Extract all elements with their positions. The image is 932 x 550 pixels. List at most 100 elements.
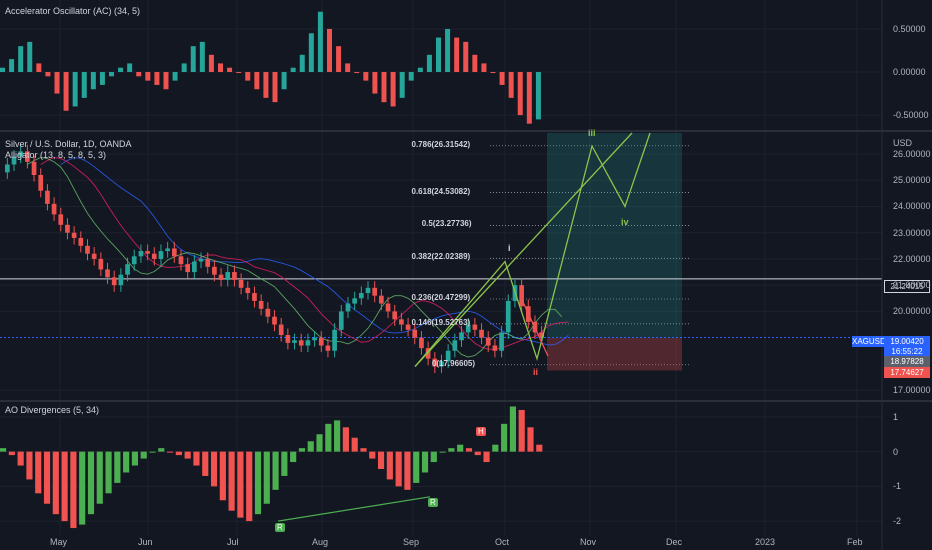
ac-bar-19: [172, 72, 178, 81]
ac-bar-24: [218, 63, 223, 73]
ac-bar-34: [308, 33, 314, 73]
ao-bar-54: [474, 451, 481, 456]
ao-bar-29: [254, 451, 262, 515]
loss-zone: [547, 337, 682, 371]
ac-bar-6: [54, 72, 60, 94]
ao-bar-37: [325, 423, 332, 452]
candle-body-38: [258, 300, 264, 309]
ac-bar-52: [472, 54, 478, 73]
wave-label-ii: ii: [533, 366, 539, 377]
ao-bar-12: [105, 451, 112, 494]
candle-body-22: [151, 253, 157, 259]
ao-bar-15: [131, 451, 139, 466]
ac-bar-10: [90, 72, 96, 90]
correction-line: [519, 295, 549, 357]
candle-body-54: [365, 287, 371, 294]
ac-bar-32: [290, 67, 296, 73]
ac-bar-43: [390, 72, 396, 107]
ac-bar-14: [127, 63, 133, 73]
ao-bar-8: [70, 451, 77, 529]
candle-body-65: [439, 361, 444, 367]
ao-bar-10: [87, 451, 95, 515]
candle-body-53: [358, 293, 364, 299]
ao-histogram: [0, 406, 543, 529]
ac-bar-56: [508, 72, 514, 98]
ac-bar-3: [27, 41, 33, 73]
candle-body-25: [171, 248, 177, 257]
candle-body-48: [325, 345, 331, 351]
ac-bar-42: [381, 72, 387, 103]
candle-body-13: [91, 253, 97, 259]
ac-bar-46: [417, 67, 423, 73]
fib-label-4: 0.236(20.47299): [411, 293, 471, 302]
ao-bar-5: [43, 451, 51, 504]
candle-body-61: [412, 329, 418, 338]
main-tick-1: 25.00000: [893, 175, 931, 186]
candle-body-71: [479, 329, 484, 338]
ac-bar-16: [145, 72, 151, 81]
ac-bar-4: [36, 63, 42, 73]
ac-bar-57: [517, 72, 523, 116]
candle-body-35: [238, 279, 244, 288]
ac-bar-18: [163, 72, 169, 90]
candle-body-77: [519, 285, 524, 307]
ao-marker-0: R: [275, 523, 285, 533]
main-title: Silver / U.S. Dollar, 1D, OANDA: [5, 139, 132, 149]
ao-bar-42: [369, 451, 376, 459]
ao-bar-40: [351, 437, 358, 452]
candle-body-70: [472, 324, 478, 330]
x-tick-jun: Jun: [138, 537, 153, 547]
candle-body-20: [138, 251, 144, 257]
candle-body-36: [245, 287, 251, 294]
line-price-tag: 21.24015: [884, 280, 930, 293]
main-tick-6: 20.00000: [893, 306, 931, 317]
countdown-tag: 16:55:22: [884, 346, 930, 357]
candle-body-41: [278, 324, 284, 336]
candle-body-32: [218, 274, 224, 280]
candle-body-75: [505, 300, 511, 333]
lower-target-tag: 17.74627: [884, 367, 930, 378]
candle-body-7: [51, 203, 57, 215]
ao-bar-50: [439, 451, 446, 453]
ac-bar-50: [454, 37, 460, 73]
candle-body-1: [11, 156, 17, 165]
main-tick-4: 22.00000: [893, 253, 931, 264]
candle-body-58: [392, 311, 398, 320]
candle-body-16: [111, 277, 117, 286]
ac-bar-12: [109, 72, 114, 77]
symbol-tag: XAGUSD: [852, 336, 886, 347]
ac-bar-7: [63, 72, 69, 111]
ao-bar-47: [413, 451, 420, 483]
candle-body-59: [399, 319, 404, 325]
alligator-title: Alligator (13, 8, 5, 8, 5, 3): [5, 150, 107, 160]
candle-body-43: [292, 340, 297, 343]
profit-zone: [547, 133, 682, 338]
ac-bar-21: [190, 46, 196, 73]
candle-body-39: [265, 308, 271, 317]
candle-body-30: [205, 258, 211, 267]
ao-bar-6: [52, 451, 59, 515]
main-tick-3: 23.00000: [893, 227, 931, 238]
ao-bar-49: [430, 451, 437, 463]
ao-bar-34: [298, 448, 306, 452]
candle-body-19: [131, 256, 137, 265]
candle-body-18: [125, 264, 130, 275]
ao-tick-1: 0: [893, 446, 899, 457]
ao-bar-9: [79, 451, 86, 525]
candle-body-21: [145, 251, 150, 254]
ac-bar-58: [526, 72, 532, 124]
current-price-tag: 19.00420: [884, 336, 930, 347]
ac-bar-54: [490, 72, 496, 74]
candle-body-23: [158, 251, 164, 259]
ao-bar-13: [114, 451, 121, 483]
x-tick-feb: Feb: [847, 537, 863, 547]
ac-bar-51: [463, 41, 469, 73]
ao-bar-46: [404, 451, 411, 490]
ac-bar-8: [72, 72, 78, 107]
x-tick-2023: 2023: [755, 537, 776, 547]
ac-bar-27: [245, 72, 251, 81]
ao-bar-18: [158, 448, 165, 452]
ac-bar-37: [336, 46, 342, 73]
ac-bar-11: [99, 72, 105, 85]
ao-bar-60: [527, 427, 534, 452]
